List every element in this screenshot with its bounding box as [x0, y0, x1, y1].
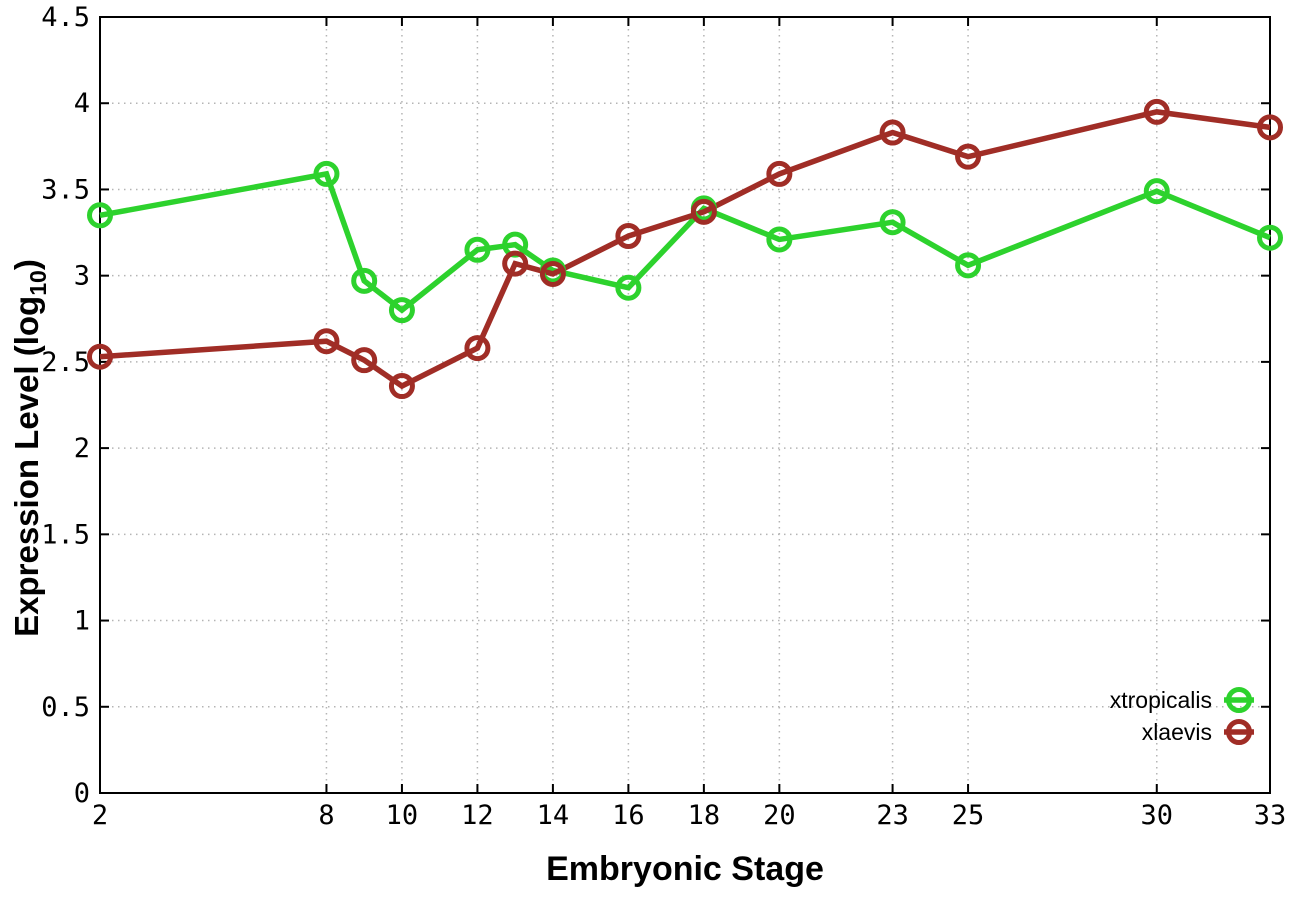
- y-tick-label: 3: [74, 261, 90, 292]
- y-tick-label: 2: [74, 433, 90, 464]
- x-tick-label: 14: [537, 800, 570, 831]
- y-tick-label: 0: [74, 778, 90, 809]
- data-point-xtropicalis: [313, 160, 340, 187]
- data-point-xtropicalis: [955, 252, 982, 279]
- x-tick-label: 23: [876, 800, 909, 831]
- data-point-xlaevis: [955, 143, 982, 170]
- y-tick-label: 2.5: [41, 347, 90, 378]
- y-tick-label: 4: [74, 88, 90, 119]
- x-tick-label: 20: [763, 800, 796, 831]
- data-point-xtropicalis: [1143, 178, 1170, 205]
- y-tick-label: 4.5: [41, 2, 90, 33]
- data-point-xtropicalis: [1257, 224, 1283, 251]
- series-line-xtropicalis: [99, 170, 1272, 314]
- data-point-xlaevis: [615, 223, 642, 250]
- x-tick-label: 10: [386, 800, 419, 831]
- y-axis-title-subscript: 10: [24, 270, 51, 296]
- plot-border: [99, 16, 1271, 794]
- data-point-xlaevis: [313, 328, 340, 355]
- y-tick-label: 3.5: [41, 174, 90, 205]
- data-point-xtropicalis: [87, 202, 113, 229]
- data-point-xlaevis: [351, 347, 378, 374]
- data-point-xlaevis: [766, 160, 793, 187]
- data-point-xlaevis: [539, 260, 566, 287]
- data-point-xlaevis: [690, 198, 717, 225]
- series-line-xlaevis: [99, 109, 1271, 390]
- data-point-xlaevis: [879, 119, 906, 146]
- legend-sample-marker-xlaevis: [1226, 719, 1252, 745]
- data-point-xtropicalis: [464, 236, 491, 263]
- x-tick-label: 12: [461, 800, 494, 831]
- data-point-xtropicalis: [766, 226, 793, 253]
- data-point-xlaevis: [1257, 114, 1283, 141]
- x-axis-title: Embryonic Stage: [546, 850, 824, 888]
- legend-label-xtropicalis: xtropicalis: [1110, 687, 1212, 713]
- y-axis-title-text: Expression Level (log: [8, 295, 46, 637]
- y-axis-title-close: ): [8, 259, 46, 271]
- x-tick-label: 2: [92, 800, 108, 831]
- data-point-xlaevis: [1143, 98, 1170, 125]
- y-tick-label: 0.5: [41, 692, 90, 723]
- data-point-xtropicalis: [351, 267, 378, 294]
- data-point-xlaevis: [502, 250, 529, 277]
- legend-sample-marker-xtropicalis: [1226, 687, 1252, 713]
- legend-label-xlaevis: xlaevis: [1142, 719, 1212, 745]
- y-tick-label: 1: [74, 606, 90, 637]
- data-point-xlaevis: [464, 335, 491, 362]
- data-point-xtropicalis: [879, 209, 906, 236]
- data-point-xtropicalis: [388, 297, 415, 324]
- y-tick-label: 1.5: [41, 519, 90, 550]
- data-point-xlaevis: [87, 343, 113, 370]
- x-tick-label: 18: [688, 800, 721, 831]
- y-axis-title: Expression Level (log10): [8, 259, 52, 637]
- data-point-xlaevis: [388, 373, 415, 400]
- data-point-xtropicalis: [615, 274, 642, 301]
- x-tick-label: 33: [1254, 800, 1287, 831]
- x-tick-label: 16: [612, 800, 645, 831]
- x-tick-label: 8: [318, 800, 334, 831]
- x-tick-label: 30: [1141, 800, 1174, 831]
- x-tick-label: 25: [952, 800, 985, 831]
